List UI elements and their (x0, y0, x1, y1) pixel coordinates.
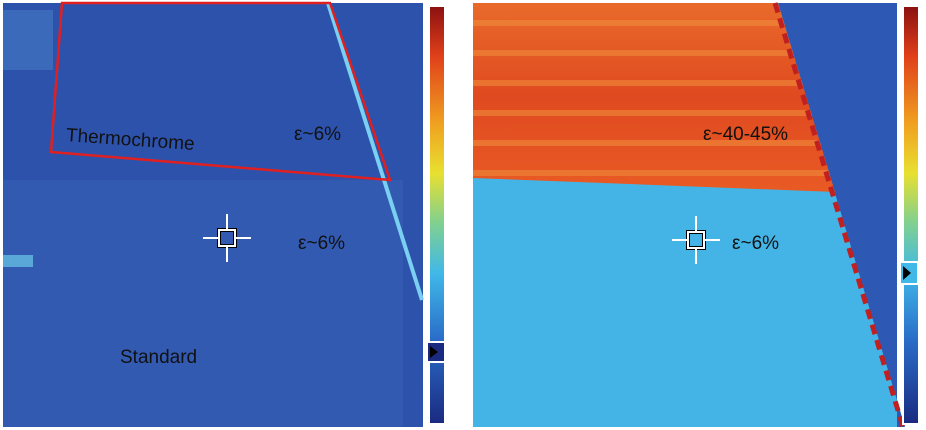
edge (326, 2, 424, 301)
edge (772, 2, 906, 428)
colorbar (902, 5, 920, 425)
colorbar (428, 5, 446, 425)
emissivity-label: ε~6% (732, 233, 779, 254)
standard-region (3, 180, 403, 427)
artifact (3, 255, 33, 267)
emissivity-label: ε~40-45% (703, 124, 788, 145)
right-panel: ε~40-45% ε~6% (473, 2, 920, 428)
left-panel: Thermochrome ε~6% ε~6% Standard (3, 1, 446, 427)
thermochrome-outline (49, 1, 392, 182)
emissivity-label: ε~6% (298, 233, 345, 254)
stripes (473, 3, 835, 192)
crosshair (672, 216, 720, 264)
marker-arrow (903, 266, 911, 280)
marker-arrow (430, 346, 438, 358)
region-label: Standard (120, 347, 197, 368)
artifact (3, 10, 53, 70)
emissivity-label: ε~6% (294, 124, 341, 145)
crosshair (203, 214, 251, 262)
